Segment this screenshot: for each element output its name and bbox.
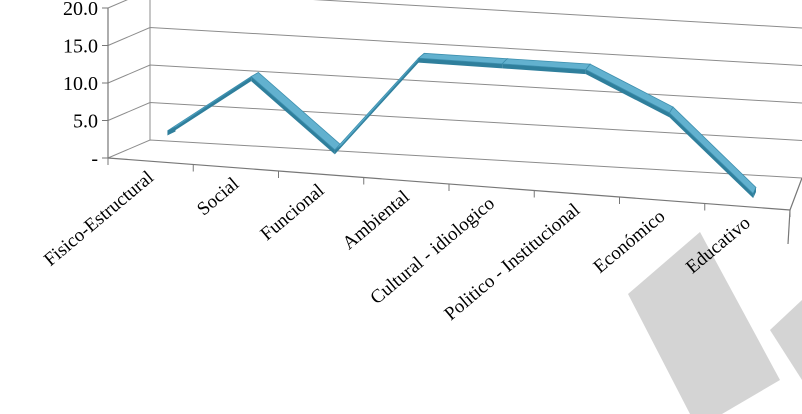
x-category-label: Económico: [590, 206, 670, 278]
x-category-label: Ambiental: [339, 186, 414, 254]
y-tick-label: -: [91, 148, 98, 170]
y-tick-label: 10.0: [63, 73, 98, 95]
line-segment-side: [502, 63, 586, 75]
gridline: [107, 139, 802, 179]
line-segment: [585, 63, 674, 114]
x-category-label: Funcional: [257, 180, 329, 245]
line-segment-side: [251, 76, 335, 155]
y-tick-label: 5.0: [73, 111, 98, 133]
x-category-label: Fisico-Estructural: [40, 167, 158, 271]
y-axis-tick-labels: - 5.0 10.0 15.0 20.0: [63, 0, 98, 170]
line-segment-side: [669, 112, 754, 199]
axes: [102, 7, 802, 245]
floor-edge: [789, 177, 802, 211]
y-tick-label: 15.0: [63, 36, 98, 58]
line-segment-side: [585, 69, 670, 118]
x-category-label: Social: [193, 173, 243, 220]
gridlines: [107, 0, 802, 179]
line-endcap: [753, 187, 756, 199]
data-series-line: [167, 52, 757, 199]
gridline: [107, 64, 802, 104]
watermark-logo: [628, 232, 802, 414]
line-endcap: [167, 127, 176, 136]
line-segment: [669, 106, 757, 195]
line-segment-side: [418, 58, 503, 69]
line-segment: [250, 71, 343, 151]
y-tick-label: 20.0: [63, 0, 98, 20]
line-segment: [334, 52, 425, 151]
line-segment: [167, 72, 259, 132]
gridline: [107, 0, 802, 29]
